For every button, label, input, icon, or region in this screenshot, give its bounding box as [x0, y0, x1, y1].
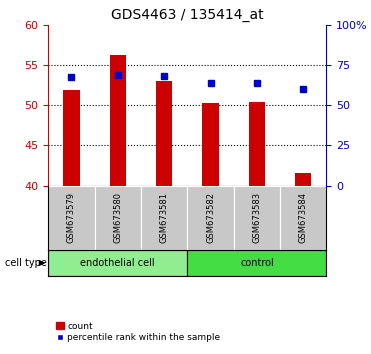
Text: GSM673582: GSM673582 [206, 192, 215, 243]
Text: control: control [240, 258, 274, 268]
Text: endothelial cell: endothelial cell [81, 258, 155, 268]
Bar [295, 173, 311, 185]
Text: GSM673584: GSM673584 [299, 192, 308, 243]
Bar [110, 55, 126, 185]
Bar [249, 102, 265, 185]
Bar [48, 250, 187, 276]
Bar [203, 103, 219, 185]
Text: GSM673581: GSM673581 [160, 192, 169, 243]
Bar [95, 185, 141, 250]
Bar [187, 250, 326, 276]
Legend: count, percentile rank within the sample: count, percentile rank within the sample [53, 318, 224, 346]
Text: GSM673583: GSM673583 [252, 192, 262, 243]
Title: GDS4463 / 135414_at: GDS4463 / 135414_at [111, 8, 264, 22]
Text: GSM673579: GSM673579 [67, 192, 76, 243]
Bar [187, 185, 234, 250]
Text: cell type: cell type [6, 258, 47, 268]
Text: GSM673580: GSM673580 [113, 192, 122, 243]
Bar [141, 185, 187, 250]
Bar [234, 185, 280, 250]
Bar [156, 81, 172, 185]
Bar [280, 185, 326, 250]
Bar [48, 185, 95, 250]
Bar [63, 90, 79, 185]
